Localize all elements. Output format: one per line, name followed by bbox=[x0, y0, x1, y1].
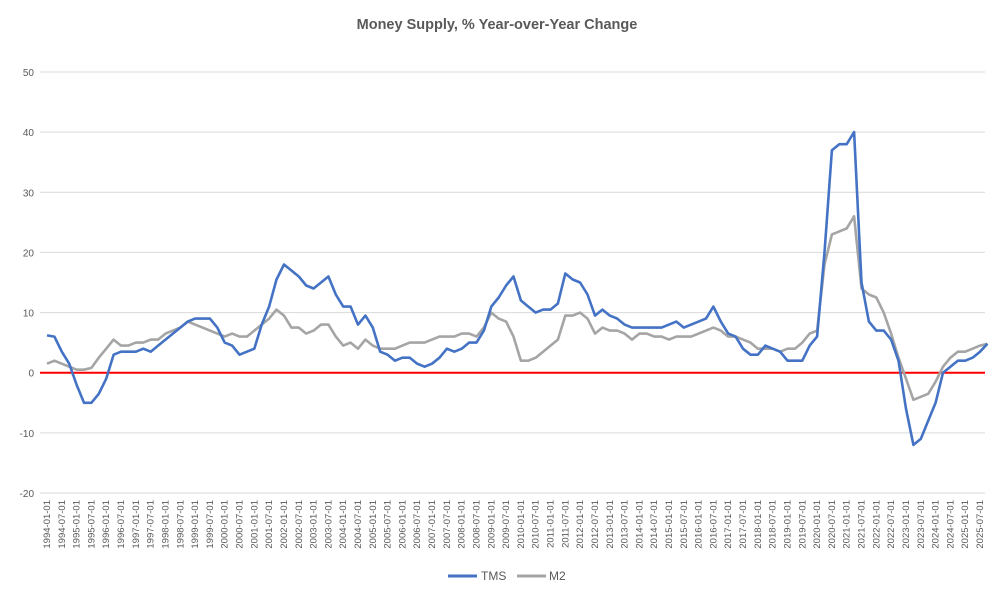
x-tick-label: 1995-01-01 bbox=[72, 500, 83, 549]
x-tick-label: 1998-01-01 bbox=[160, 500, 171, 549]
x-tick-label: 2019-01-01 bbox=[782, 500, 793, 549]
x-tick-label: 2021-01-01 bbox=[842, 500, 853, 549]
x-tick-label: 2003-07-01 bbox=[323, 500, 334, 549]
series-lines bbox=[46, 130, 989, 447]
gridlines bbox=[40, 71, 985, 494]
x-tick-label: 2008-01-01 bbox=[457, 500, 468, 549]
x-tick-label: 2005-01-01 bbox=[368, 500, 379, 549]
x-tick-label: 2000-07-01 bbox=[235, 500, 246, 549]
y-tick-label: 50 bbox=[23, 68, 35, 79]
x-tick-label: 2023-01-01 bbox=[901, 500, 912, 549]
series-line-tms bbox=[46, 130, 989, 447]
x-tick-label: 2001-07-01 bbox=[264, 500, 275, 549]
x-tick-label: 2016-07-01 bbox=[708, 500, 719, 549]
x-tick-label: 2020-07-01 bbox=[827, 500, 838, 549]
x-tick-label: 2009-01-01 bbox=[486, 500, 497, 549]
y-axis-ticks: -20 -10 0 10 20 30 40 50 bbox=[20, 68, 35, 500]
x-tick-label: 1994-01-01 bbox=[42, 500, 53, 549]
x-tick-label: 2011-07-01 bbox=[560, 500, 571, 548]
x-tick-label: 2001-01-01 bbox=[249, 500, 260, 549]
x-tick-label: 2024-07-01 bbox=[945, 500, 956, 549]
x-tick-label: 2014-01-01 bbox=[634, 500, 645, 549]
x-tick-label: 2013-07-01 bbox=[620, 500, 631, 549]
x-tick-label: 1996-07-01 bbox=[116, 500, 127, 549]
x-tick-label: 2008-07-01 bbox=[471, 500, 482, 549]
x-tick-label: 2013-01-01 bbox=[605, 500, 616, 549]
x-tick-label: 2025-01-01 bbox=[960, 500, 971, 549]
chart-title: Money Supply, % Year-over-Year Change bbox=[357, 17, 638, 33]
x-tick-label: 2002-01-01 bbox=[279, 500, 290, 549]
x-tick-label: 2004-07-01 bbox=[353, 500, 364, 549]
x-tick-label: 2015-01-01 bbox=[664, 500, 675, 549]
y-tick-label: 20 bbox=[23, 248, 35, 259]
x-tick-label: 2006-07-01 bbox=[412, 500, 423, 549]
x-tick-label: 1995-07-01 bbox=[86, 500, 97, 549]
x-tick-label: 2025-07-01 bbox=[975, 500, 986, 549]
x-tick-label: 2009-07-01 bbox=[501, 500, 512, 549]
x-tick-label: 1996-01-01 bbox=[101, 500, 112, 549]
x-tick-label: 2000-01-01 bbox=[220, 500, 231, 549]
x-tick-label: 2014-07-01 bbox=[649, 500, 660, 549]
x-tick-label: 2019-07-01 bbox=[797, 500, 808, 549]
legend-label-m2: M2 bbox=[549, 569, 566, 583]
x-tick-label: 1999-07-01 bbox=[205, 500, 216, 549]
x-tick-label: 1997-01-01 bbox=[131, 500, 142, 549]
x-tick-label: 2022-01-01 bbox=[871, 500, 882, 549]
y-tick-label: -20 bbox=[20, 489, 35, 500]
x-tick-label: 2010-01-01 bbox=[516, 500, 527, 549]
x-tick-label: 1998-07-01 bbox=[175, 500, 186, 549]
x-tick-label: 1997-07-01 bbox=[146, 500, 157, 549]
x-tick-label: 2004-01-01 bbox=[338, 500, 349, 549]
y-tick-label: 40 bbox=[23, 128, 35, 139]
x-tick-label: 2017-01-01 bbox=[723, 500, 734, 549]
x-tick-label: 2005-07-01 bbox=[383, 500, 394, 549]
x-tick-label: 2007-01-01 bbox=[427, 500, 438, 549]
x-tick-label: 2007-07-01 bbox=[442, 500, 453, 549]
x-tick-label: 2016-01-01 bbox=[694, 500, 705, 549]
x-tick-label: 2024-01-01 bbox=[931, 500, 942, 549]
x-tick-label: 1999-01-01 bbox=[190, 500, 201, 549]
x-tick-label: 2012-07-01 bbox=[590, 500, 601, 549]
x-tick-label: 2003-01-01 bbox=[309, 500, 320, 549]
legend-label-tms: TMS bbox=[481, 569, 506, 583]
x-tick-label: 2020-01-01 bbox=[812, 500, 823, 549]
y-tick-label: -10 bbox=[20, 429, 35, 440]
x-tick-label: 2023-07-01 bbox=[916, 500, 927, 549]
x-axis-ticks: 1994-01-01 1994-07-01 1995-01-01 1995-07-01… bbox=[42, 500, 986, 549]
x-tick-label: 2006-01-01 bbox=[397, 500, 408, 549]
y-tick-label: 30 bbox=[23, 188, 35, 199]
x-tick-label: 2018-07-01 bbox=[768, 500, 779, 549]
x-tick-label: 2012-01-01 bbox=[575, 500, 586, 549]
y-tick-label: 0 bbox=[28, 369, 34, 380]
x-tick-label: 2022-07-01 bbox=[886, 500, 897, 549]
x-tick-label: 2011-01-01 bbox=[546, 500, 557, 548]
x-tick-label: 2018-01-01 bbox=[753, 500, 764, 549]
legend: TMS M2 bbox=[448, 569, 566, 583]
x-tick-label: 2021-07-01 bbox=[857, 500, 868, 549]
x-tick-label: 1994-07-01 bbox=[57, 500, 68, 549]
x-tick-label: 2002-07-01 bbox=[294, 500, 305, 549]
x-tick-label: 2015-07-01 bbox=[679, 500, 690, 549]
x-tick-label: 2017-07-01 bbox=[738, 500, 749, 549]
y-tick-label: 10 bbox=[23, 309, 35, 320]
series-line-m2 bbox=[46, 215, 988, 402]
x-tick-label: 2010-07-01 bbox=[531, 500, 542, 549]
